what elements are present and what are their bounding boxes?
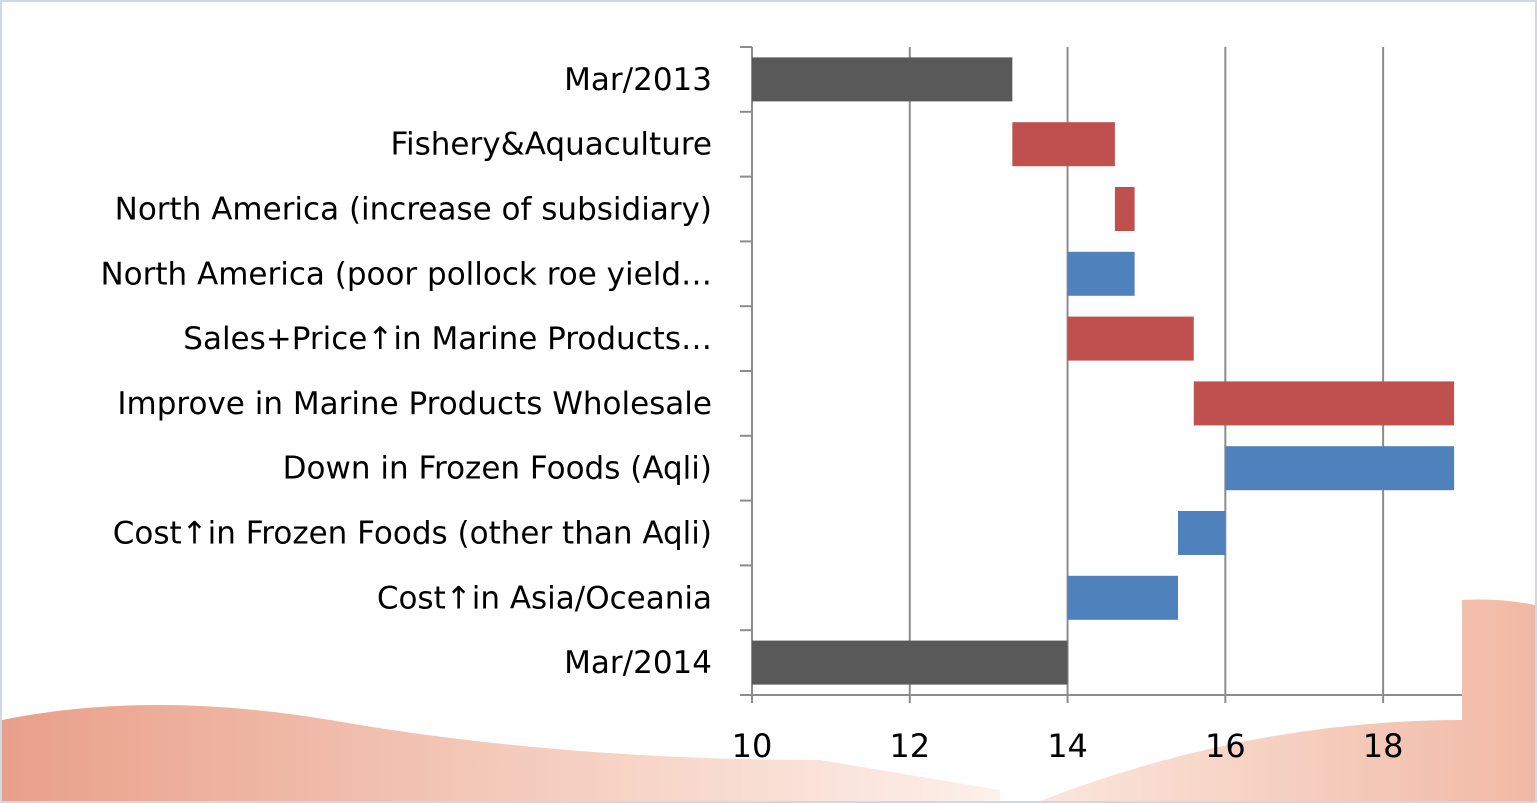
y-tick-label: Fishery&Aquaculture (390, 127, 712, 163)
x-tick-label: 16 (1205, 727, 1246, 765)
decor (2, 705, 1000, 801)
x-tick-label: 10 (732, 727, 773, 765)
bar (1193, 381, 1455, 426)
y-tick-label: Cost↑in Asia/Oceania (377, 580, 712, 616)
x-tick-label: 14 (1047, 727, 1088, 765)
x-tick-label: 18 (1363, 727, 1404, 765)
bar (1225, 446, 1455, 491)
bar (1067, 316, 1194, 361)
y-tick-label: Cost↑in Frozen Foods (other than Aqli) (113, 516, 712, 552)
bar (1114, 187, 1135, 231)
bar (752, 640, 1068, 685)
bar (1067, 575, 1178, 620)
y-tick-label: Mar/2013 (564, 62, 712, 98)
y-tick-label: North America (poor pollock roe yield… (100, 256, 712, 292)
y-tick-label: Improve in Marine Products Wholesale (117, 386, 712, 422)
bar (1178, 511, 1226, 555)
x-tick-label: 12 (889, 727, 930, 765)
y-tick-label: Mar/2014 (564, 645, 712, 681)
y-tick-label: Sales+Price↑in Marine Products… (183, 321, 712, 357)
bar (1012, 122, 1115, 167)
bar (1067, 251, 1135, 296)
decor (1040, 599, 1535, 801)
y-tick-label: North America (increase of subsidiary) (115, 192, 712, 228)
y-tick-label: Down in Frozen Foods (Aqli) (283, 451, 712, 487)
bar (752, 57, 1013, 102)
